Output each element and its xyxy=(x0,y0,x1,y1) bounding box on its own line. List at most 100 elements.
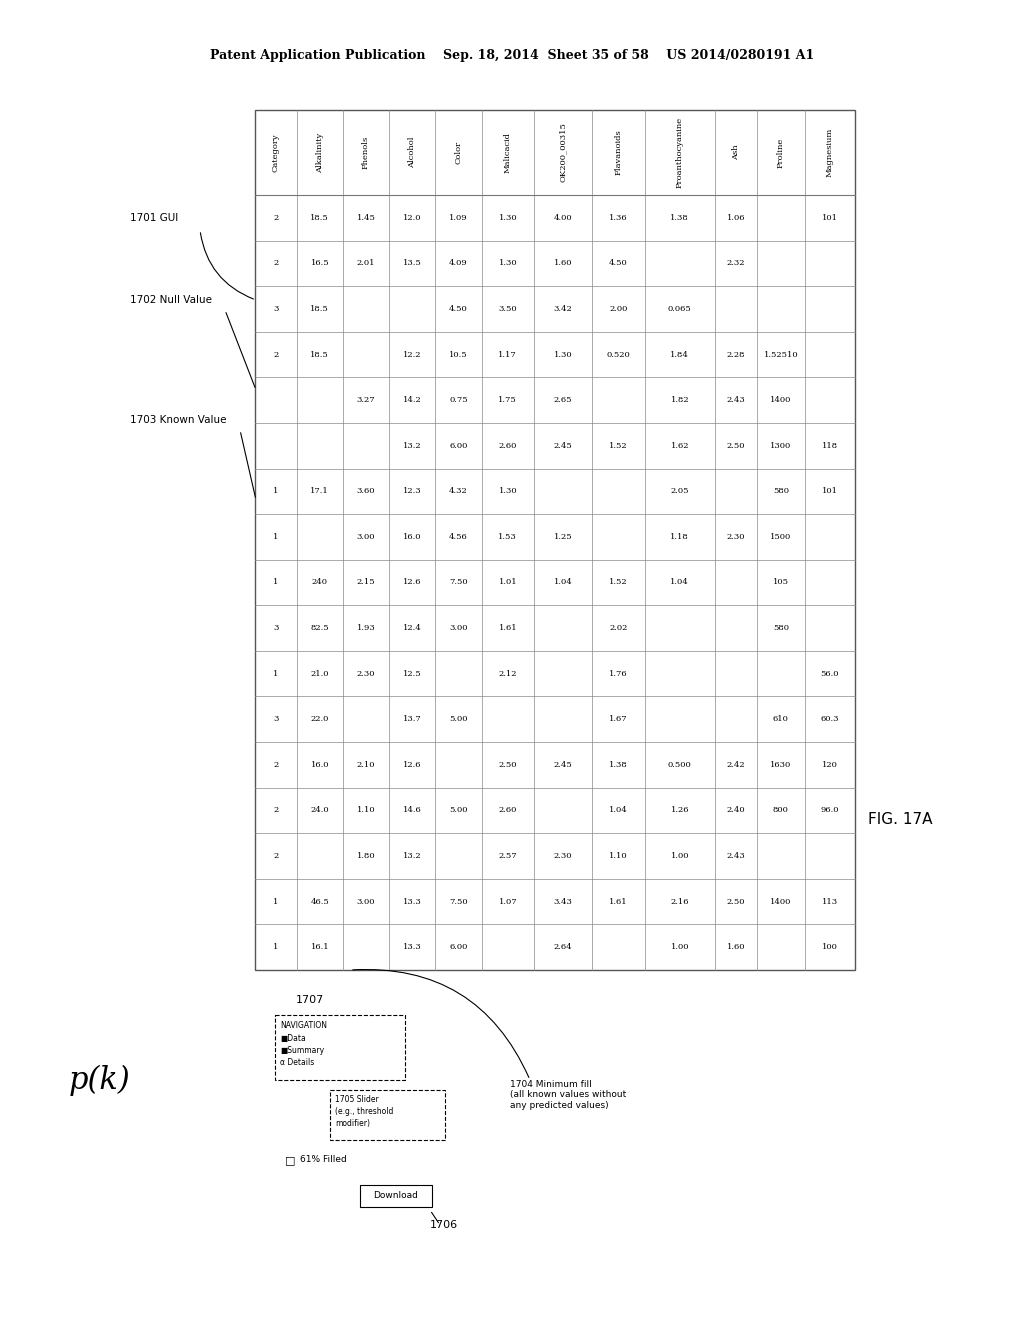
Text: 1703 Known Value: 1703 Known Value xyxy=(130,414,226,425)
Text: 1.17: 1.17 xyxy=(499,351,517,359)
Text: 1.61: 1.61 xyxy=(609,898,628,906)
Text: 1.38: 1.38 xyxy=(609,760,628,768)
Text: α Details: α Details xyxy=(280,1059,314,1067)
Text: 18.5: 18.5 xyxy=(310,305,329,313)
Text: 2.64: 2.64 xyxy=(554,944,572,952)
Text: Phenols: Phenols xyxy=(362,136,370,169)
Text: 13.5: 13.5 xyxy=(402,260,422,268)
Text: 18.5: 18.5 xyxy=(310,214,329,222)
Text: 16.5: 16.5 xyxy=(310,260,329,268)
Text: 800: 800 xyxy=(773,807,788,814)
Text: 1.26: 1.26 xyxy=(671,807,689,814)
Text: ■Summary: ■Summary xyxy=(280,1045,325,1055)
Text: 3.00: 3.00 xyxy=(356,898,375,906)
Text: 5.00: 5.00 xyxy=(450,715,468,723)
Text: 3: 3 xyxy=(273,305,279,313)
Text: 3.27: 3.27 xyxy=(356,396,376,404)
Text: 13.3: 13.3 xyxy=(402,944,422,952)
Text: 1707: 1707 xyxy=(296,995,325,1005)
Text: FIG. 17A: FIG. 17A xyxy=(867,813,932,828)
Text: 10.5: 10.5 xyxy=(450,351,468,359)
Text: 1.01: 1.01 xyxy=(499,578,517,586)
Text: 1.30: 1.30 xyxy=(499,214,517,222)
Text: 14.6: 14.6 xyxy=(402,807,422,814)
Text: 2.00: 2.00 xyxy=(609,305,628,313)
Text: 4.56: 4.56 xyxy=(450,533,468,541)
Text: 4.50: 4.50 xyxy=(609,260,628,268)
Text: 12.0: 12.0 xyxy=(403,214,422,222)
Text: 100: 100 xyxy=(822,944,838,952)
Text: 2.45: 2.45 xyxy=(554,760,572,768)
Text: 2.30: 2.30 xyxy=(727,533,745,541)
Text: Ash: Ash xyxy=(732,145,740,160)
Text: 2.45: 2.45 xyxy=(554,442,572,450)
Text: 1: 1 xyxy=(273,578,279,586)
Text: 2.57: 2.57 xyxy=(499,851,517,861)
Text: 12.3: 12.3 xyxy=(402,487,422,495)
Text: 1.25: 1.25 xyxy=(554,533,572,541)
Text: 14.2: 14.2 xyxy=(402,396,422,404)
Text: 1: 1 xyxy=(273,898,279,906)
Text: 580: 580 xyxy=(773,487,788,495)
Text: 1500: 1500 xyxy=(770,533,792,541)
Text: □: □ xyxy=(285,1155,295,1166)
Text: 4.09: 4.09 xyxy=(450,260,468,268)
Text: 3: 3 xyxy=(273,715,279,723)
Text: Patent Application Publication    Sep. 18, 2014  Sheet 35 of 58    US 2014/02801: Patent Application Publication Sep. 18, … xyxy=(210,49,814,62)
Text: 7.50: 7.50 xyxy=(450,578,468,586)
Text: 61% Filled: 61% Filled xyxy=(300,1155,347,1164)
Text: 4.32: 4.32 xyxy=(450,487,468,495)
Text: 2.65: 2.65 xyxy=(554,396,572,404)
Text: 1.30: 1.30 xyxy=(554,351,572,359)
Text: NAVIGATION: NAVIGATION xyxy=(280,1020,327,1030)
Text: 0.75: 0.75 xyxy=(450,396,468,404)
Text: 1.52: 1.52 xyxy=(609,442,628,450)
Text: Alcohol: Alcohol xyxy=(409,137,416,168)
Text: 113: 113 xyxy=(822,898,838,906)
Text: 1.52: 1.52 xyxy=(609,578,628,586)
Text: 1.09: 1.09 xyxy=(450,214,468,222)
Text: 2.30: 2.30 xyxy=(356,669,375,677)
Text: 580: 580 xyxy=(773,624,788,632)
Text: 2.05: 2.05 xyxy=(671,487,689,495)
Text: 17.1: 17.1 xyxy=(310,487,329,495)
Text: 2.15: 2.15 xyxy=(356,578,376,586)
Bar xyxy=(330,1090,445,1140)
Text: 1704 Minimum fill
(all known values without
any predicted values): 1704 Minimum fill (all known values with… xyxy=(510,1080,627,1110)
Text: Magnesium: Magnesium xyxy=(826,128,834,177)
Text: 2: 2 xyxy=(273,760,279,768)
Text: 2.30: 2.30 xyxy=(554,851,572,861)
Text: 1.10: 1.10 xyxy=(356,807,376,814)
Text: 60.3: 60.3 xyxy=(820,715,840,723)
Text: 101: 101 xyxy=(822,487,838,495)
Text: 101: 101 xyxy=(822,214,838,222)
Text: 1400: 1400 xyxy=(770,396,792,404)
Text: 1: 1 xyxy=(273,944,279,952)
Text: 16.0: 16.0 xyxy=(403,533,422,541)
Text: 1.84: 1.84 xyxy=(671,351,689,359)
Text: 1.60: 1.60 xyxy=(554,260,572,268)
Text: Category: Category xyxy=(271,133,280,172)
Text: modifier): modifier) xyxy=(335,1119,370,1129)
Text: 1: 1 xyxy=(273,669,279,677)
Text: 1.53: 1.53 xyxy=(499,533,517,541)
Text: 13.2: 13.2 xyxy=(402,851,422,861)
Text: 2: 2 xyxy=(273,351,279,359)
Text: 3.00: 3.00 xyxy=(356,533,375,541)
Text: 12.4: 12.4 xyxy=(402,624,422,632)
Text: 0.065: 0.065 xyxy=(668,305,691,313)
Text: 1.67: 1.67 xyxy=(609,715,628,723)
Text: 3.42: 3.42 xyxy=(554,305,572,313)
Text: 1.04: 1.04 xyxy=(609,807,628,814)
Text: 16.0: 16.0 xyxy=(310,760,329,768)
Text: 1.82: 1.82 xyxy=(671,396,689,404)
Text: 5.00: 5.00 xyxy=(450,807,468,814)
Text: Color: Color xyxy=(455,141,463,164)
Text: 2.60: 2.60 xyxy=(499,442,517,450)
Text: 13.3: 13.3 xyxy=(402,898,422,906)
Text: 6.00: 6.00 xyxy=(450,442,468,450)
Text: 2.50: 2.50 xyxy=(727,898,745,906)
Text: 1.00: 1.00 xyxy=(671,851,689,861)
Text: 21.0: 21.0 xyxy=(310,669,329,677)
Text: 118: 118 xyxy=(822,442,838,450)
